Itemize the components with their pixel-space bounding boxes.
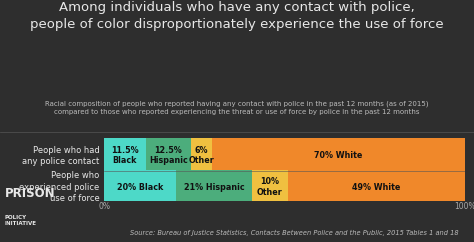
Text: 20% Black: 20% Black (117, 182, 164, 191)
Text: Source: Bureau of Justice Statistics, Contacts Between Police and the Public, 20: Source: Bureau of Justice Statistics, Co… (129, 230, 458, 236)
Text: 11.5%
Black: 11.5% Black (111, 146, 139, 166)
Bar (191, 138, 212, 173)
Text: People who had
any police contact: People who had any police contact (22, 145, 100, 166)
Text: 49% White: 49% White (352, 182, 401, 191)
Bar (212, 138, 465, 173)
Text: People who
experienced police
use of force: People who experienced police use of for… (19, 171, 100, 203)
Text: POLICY
INITIATIVE: POLICY INITIATIVE (5, 215, 37, 226)
Bar (288, 170, 465, 204)
Bar (252, 170, 288, 204)
Text: Among individuals who have any contact with police,
people of color disproportio: Among individuals who have any contact w… (30, 1, 444, 31)
Text: 10%
Other: 10% Other (257, 177, 283, 197)
Bar (104, 170, 176, 204)
Bar (176, 170, 252, 204)
Text: 6%
Other: 6% Other (189, 146, 214, 166)
Bar (146, 138, 191, 173)
Text: PRISON: PRISON (5, 187, 55, 200)
Bar (104, 138, 146, 173)
Text: 12.5%
Hispanic: 12.5% Hispanic (149, 146, 188, 166)
Text: 21% Hispanic: 21% Hispanic (184, 182, 245, 191)
Text: Racial composition of people who reported having any contact with police in the : Racial composition of people who reporte… (45, 100, 429, 115)
Text: 70% White: 70% White (314, 151, 363, 160)
